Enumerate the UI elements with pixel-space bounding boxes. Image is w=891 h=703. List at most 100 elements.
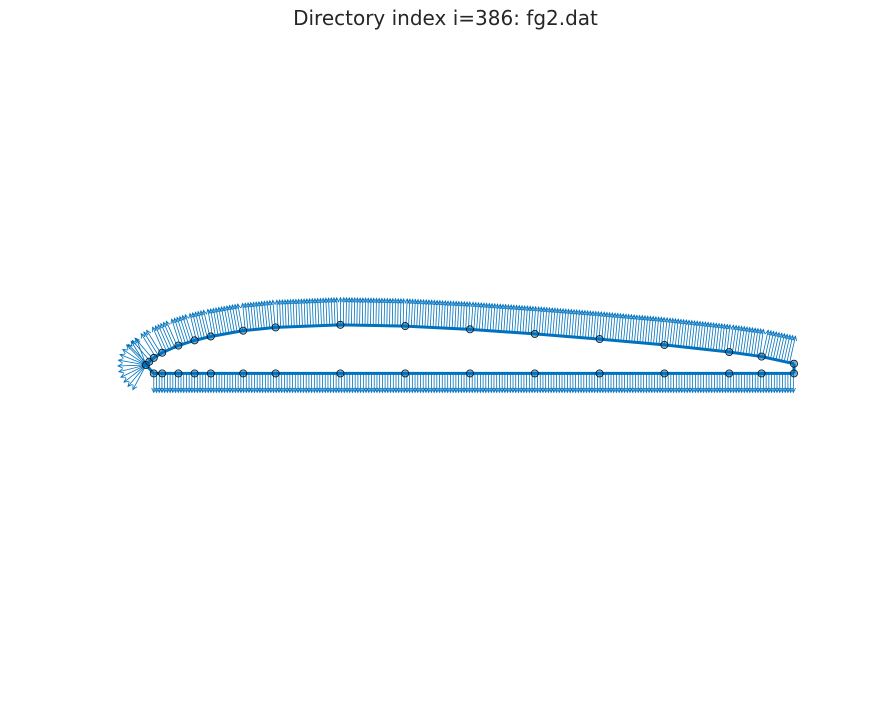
control-point <box>239 326 248 335</box>
control-point <box>401 369 410 378</box>
normal-arrow <box>328 297 334 326</box>
normal-arrow <box>357 297 363 326</box>
normal-arrow <box>165 320 178 347</box>
normal-arrow <box>379 297 385 326</box>
control-point <box>790 369 798 378</box>
normal-arrow <box>381 297 388 326</box>
normal-arrow <box>320 297 326 326</box>
normal-arrow <box>130 340 147 366</box>
normal-arrow <box>352 296 358 326</box>
normal-arrow <box>307 297 313 327</box>
normal-arrow <box>354 297 360 326</box>
normal-arrow <box>617 312 623 341</box>
normal-arrow <box>390 297 396 326</box>
normal-arrow <box>132 364 147 391</box>
normal-arrow <box>726 323 733 352</box>
control-point <box>530 329 539 338</box>
normal-vectors <box>117 296 797 394</box>
normal-arrow <box>655 316 661 345</box>
normal-arrow <box>315 297 321 326</box>
control-point <box>757 352 766 361</box>
normal-arrow <box>384 297 390 326</box>
control-points <box>142 320 798 378</box>
normal-arrow <box>628 313 634 342</box>
normal-arrow <box>623 313 629 342</box>
normal-arrow <box>392 297 398 326</box>
normal-arrow <box>642 314 648 343</box>
control-point <box>158 348 167 357</box>
normal-arrow <box>202 309 211 337</box>
normal-arrow <box>279 298 285 328</box>
normal-arrow <box>633 314 640 343</box>
control-point <box>174 369 183 378</box>
normal-arrow <box>282 298 288 328</box>
normal-arrow <box>117 363 147 369</box>
control-point <box>336 369 345 378</box>
normal-arrow <box>789 335 797 363</box>
control-point <box>595 369 604 378</box>
control-point <box>401 322 410 331</box>
normal-arrow <box>123 364 147 383</box>
normal-arrow <box>601 311 607 340</box>
control-point <box>336 320 345 329</box>
normal-arrow <box>650 315 656 344</box>
normal-arrow <box>122 348 147 366</box>
control-point <box>174 341 183 350</box>
normal-arrow <box>368 297 374 326</box>
control-point <box>149 369 158 378</box>
normal-arrow <box>162 321 175 348</box>
normal-arrow <box>636 314 642 343</box>
normal-arrow <box>127 364 147 388</box>
normal-arrow <box>117 364 147 374</box>
control-point <box>190 336 199 345</box>
control-point <box>466 369 474 378</box>
normal-arrow <box>146 329 162 354</box>
control-point <box>660 340 669 349</box>
plot-title: Directory index i=386: fg2.dat <box>293 6 598 30</box>
normal-arrow <box>304 298 310 327</box>
control-point <box>790 359 798 368</box>
normal-arrow <box>639 314 645 343</box>
control-point <box>206 369 215 378</box>
normal-arrow <box>631 313 637 343</box>
normal-arrow <box>296 298 302 327</box>
normal-arrow <box>298 298 305 327</box>
normal-arrow <box>346 296 352 325</box>
normal-arrow <box>323 297 329 326</box>
normal-arrow <box>270 299 276 328</box>
normal-arrow <box>612 312 618 341</box>
normal-arrow <box>236 303 243 331</box>
normal-arrow <box>184 313 194 341</box>
control-point <box>660 369 669 378</box>
normal-arrow <box>606 311 612 340</box>
normal-arrow <box>620 312 626 342</box>
normal-arrow <box>373 297 379 326</box>
control-point <box>239 369 248 378</box>
normal-arrow <box>293 298 299 327</box>
normal-arrow <box>318 297 324 326</box>
normal-arrow <box>614 312 620 341</box>
control-point <box>757 369 766 378</box>
normal-arrow <box>326 297 332 326</box>
normal-arrow <box>188 312 197 341</box>
normal-arrow <box>301 298 307 327</box>
control-point <box>530 369 539 378</box>
normal-arrow <box>625 313 631 342</box>
normal-arrow <box>120 364 147 378</box>
normal-arrow <box>290 298 296 327</box>
normal-arrow <box>312 297 318 326</box>
normal-arrow <box>157 323 170 350</box>
control-point <box>271 369 280 378</box>
normal-arrow <box>277 299 283 328</box>
normal-arrow <box>604 311 610 340</box>
normal-arrow <box>343 296 349 325</box>
normal-arrow <box>119 353 147 366</box>
normal-arrow <box>365 297 371 326</box>
normal-arrow <box>285 298 291 327</box>
control-point <box>595 335 604 344</box>
normal-arrow <box>398 297 404 327</box>
normal-arrow <box>309 297 315 326</box>
control-point <box>149 353 158 362</box>
normal-arrow <box>609 311 615 341</box>
